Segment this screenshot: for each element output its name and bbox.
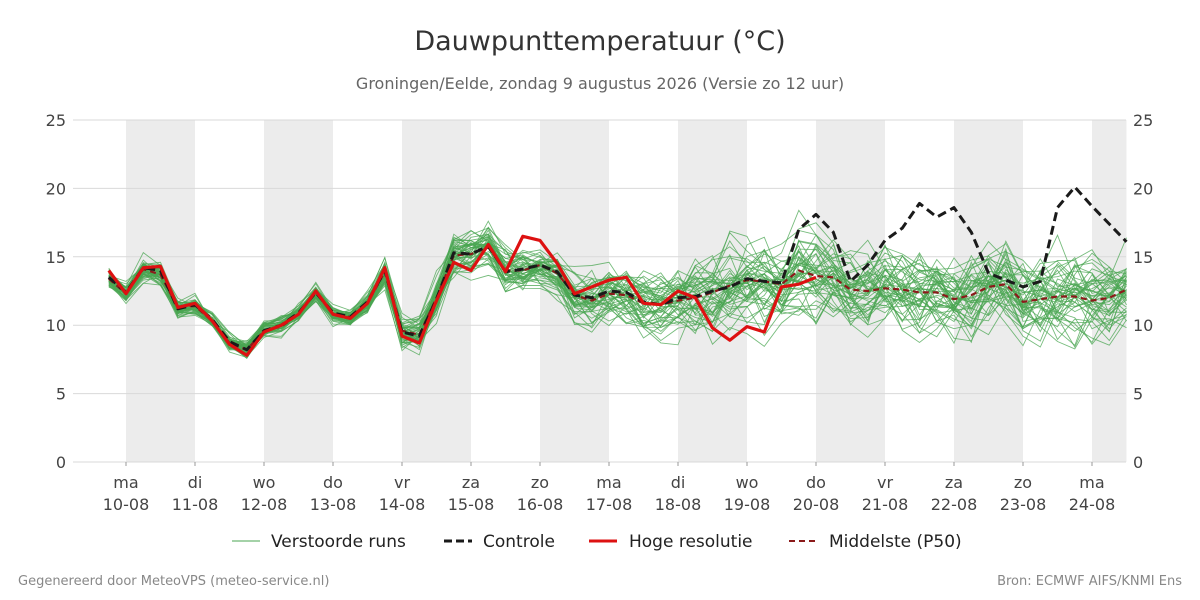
x-tick-day: di: [188, 473, 203, 492]
ensemble-run-line: [108, 243, 1127, 348]
legend-hres-label: Hoge resolutie: [629, 532, 753, 552]
ensemble-run-line: [108, 243, 1127, 351]
x-tick-date: 15-08: [448, 495, 495, 514]
x-tick-day: zo: [531, 473, 549, 492]
legend-control-label: Controle: [483, 532, 555, 552]
legend: Verstoorde runs Controle Hoge resolutie …: [232, 532, 962, 552]
x-tick-date: 21-08: [862, 495, 909, 514]
x-tick-day: ma: [1079, 473, 1104, 492]
x-tick-date: 23-08: [1000, 495, 1047, 514]
ensemble-run-line: [108, 240, 1127, 347]
y-tick-left: 0: [56, 453, 66, 472]
x-tick-date: 18-08: [655, 495, 702, 514]
footer-generated-by: Gegenereerd door MeteoVPS (meteo-service…: [18, 574, 329, 589]
x-tick-day: do: [323, 473, 343, 492]
gridlines: [73, 119, 1126, 463]
main-series: [107, 185, 1128, 357]
x-tick-day: ma: [113, 473, 138, 492]
y-tick-left: 25: [46, 111, 66, 130]
chart-title: Dauwpunttemperatuur (°C): [414, 26, 785, 57]
ensemble-run-line: [108, 246, 1127, 350]
y-tick-right: 25: [1133, 111, 1153, 130]
x-tick-date: 19-08: [724, 495, 771, 514]
x-tick-date: 12-08: [241, 495, 288, 514]
high-resolution-line: [107, 234, 817, 357]
y-tick-left: 5: [56, 385, 66, 404]
x-tick-date: 13-08: [310, 495, 357, 514]
y-tick-left: 15: [46, 248, 66, 267]
y-tick-right: 20: [1133, 179, 1153, 198]
y-axis-ticks: 0 0 5 5 10 10 15 15 20 20 25 25: [46, 111, 1154, 472]
x-tick-day: vr: [394, 473, 410, 492]
x-tick-day: zo: [1014, 473, 1032, 492]
day-band: [264, 120, 333, 462]
ensemble-run-line: [108, 238, 1127, 349]
footer-source: Bron: ECMWF AIFS/KNMI Ens: [997, 574, 1182, 589]
x-tick-day: za: [945, 473, 963, 492]
y-tick-left: 10: [46, 316, 66, 335]
x-tick-day: di: [671, 473, 686, 492]
ensemble-run-line: [108, 234, 1127, 353]
chart-subtitle: Groningen/Eelde, zondag 9 augustus 2026 …: [356, 74, 844, 93]
x-tick-date: 22-08: [931, 495, 978, 514]
x-tick-day: ma: [596, 473, 621, 492]
legend-ensemble-label: Verstoorde runs: [271, 532, 406, 552]
y-tick-right: 10: [1133, 316, 1153, 335]
x-tick-date: 20-08: [793, 495, 840, 514]
x-tick-day: za: [462, 473, 480, 492]
x-tick-day: vr: [877, 473, 893, 492]
ensemble-run-line: [108, 245, 1127, 350]
x-tick-date: 17-08: [586, 495, 633, 514]
x-tick-day: do: [806, 473, 826, 492]
x-tick-date: 11-08: [172, 495, 219, 514]
y-tick-right: 5: [1133, 385, 1143, 404]
x-tick-date: 10-08: [103, 495, 150, 514]
x-axis-ticks: ma 10-08 di 11-08 wo 12-08 do 13-08 vr 14-08 za 15-…: [103, 462, 1116, 514]
x-tick-date: 24-08: [1069, 495, 1116, 514]
x-tick-date: 16-08: [517, 495, 564, 514]
x-tick-day: wo: [736, 473, 759, 492]
day-band: [126, 120, 195, 462]
y-tick-left: 20: [46, 179, 66, 198]
y-tick-right: 0: [1133, 453, 1143, 472]
x-tick-day: wo: [253, 473, 276, 492]
ensemble-run-line: [108, 258, 1127, 350]
x-tick-date: 14-08: [379, 495, 426, 514]
y-tick-right: 15: [1133, 248, 1153, 267]
legend-p50-label: Middelste (P50): [829, 532, 962, 552]
